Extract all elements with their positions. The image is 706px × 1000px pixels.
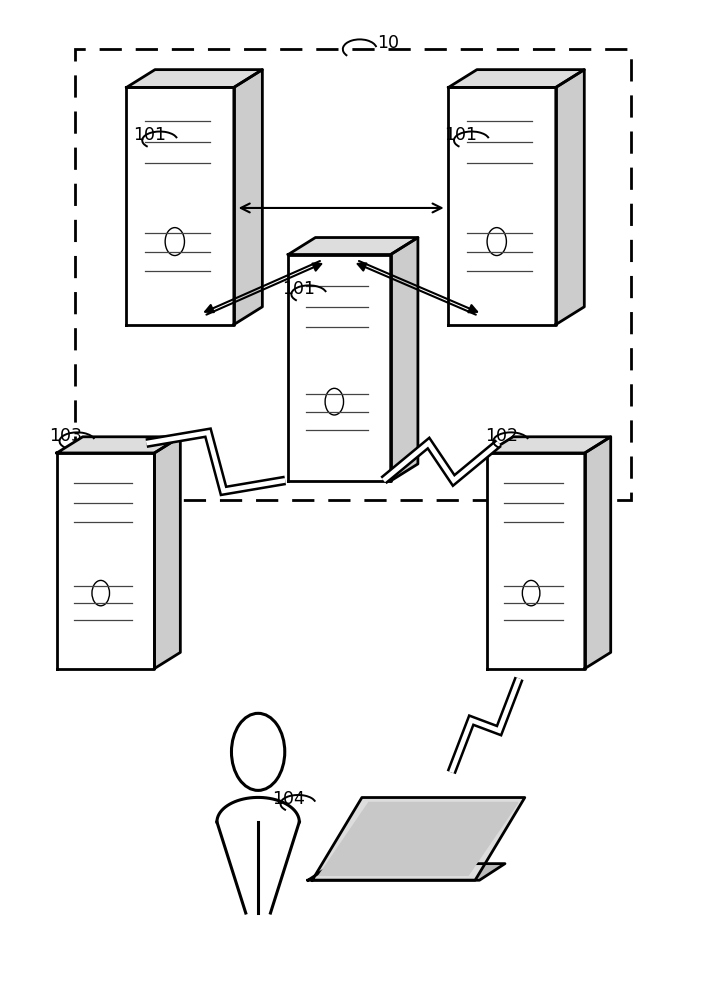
Circle shape — [325, 388, 344, 415]
Text: 101: 101 — [445, 126, 477, 144]
Polygon shape — [126, 87, 234, 325]
Polygon shape — [56, 453, 155, 669]
Polygon shape — [448, 87, 556, 325]
Text: 101: 101 — [133, 126, 166, 144]
Polygon shape — [288, 238, 418, 255]
Bar — [75, 49, 631, 500]
Polygon shape — [288, 255, 390, 481]
Circle shape — [522, 580, 540, 606]
Polygon shape — [585, 437, 611, 669]
Polygon shape — [319, 802, 518, 875]
Circle shape — [92, 580, 109, 606]
Text: 102: 102 — [485, 427, 518, 445]
Polygon shape — [234, 70, 263, 325]
Polygon shape — [390, 238, 418, 481]
Text: 103: 103 — [49, 427, 83, 445]
Polygon shape — [56, 437, 180, 453]
Polygon shape — [312, 798, 525, 880]
Text: 101: 101 — [282, 280, 315, 298]
Circle shape — [487, 228, 506, 256]
Polygon shape — [448, 70, 585, 87]
Polygon shape — [155, 437, 180, 669]
Circle shape — [232, 713, 285, 790]
Text: 10: 10 — [377, 34, 399, 52]
Polygon shape — [556, 70, 585, 325]
Circle shape — [165, 228, 184, 256]
Text: 104: 104 — [272, 790, 304, 808]
Polygon shape — [487, 437, 611, 453]
Polygon shape — [487, 453, 585, 669]
Polygon shape — [126, 70, 263, 87]
Polygon shape — [308, 864, 505, 880]
